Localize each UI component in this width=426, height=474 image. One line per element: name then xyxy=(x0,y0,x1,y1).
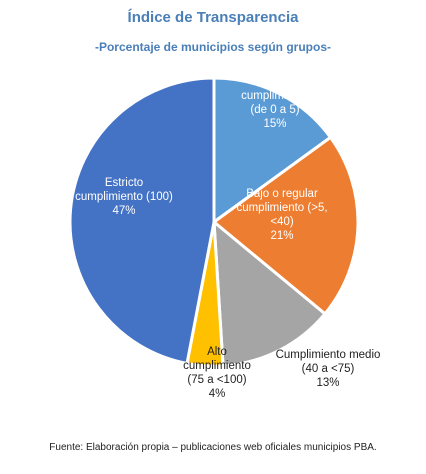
slice-label-0: Nulo cumplimiento (de 0 a 5) 15% xyxy=(241,76,309,130)
pie-slice-4 xyxy=(68,76,216,366)
chart-subtitle: -Porcentaje de municipios según grupos- xyxy=(94,40,332,54)
slice-label-3: Alto cumplimiento (75 a <100) 4% xyxy=(183,346,251,400)
pie-slice-0 xyxy=(212,76,333,225)
source-note: Fuente: Elaboración propia – publicacion… xyxy=(49,442,377,453)
slice-label-2: Cumplimiento medio (40 a <75) 13% xyxy=(276,349,381,389)
pie-slice-2 xyxy=(212,218,328,368)
slice-label-4: Estricto cumplimiento (100) 47% xyxy=(75,177,173,217)
chart-title: Índice de Transparencia xyxy=(127,9,299,26)
slice-label-1: Bajo o regular cumplimiento (>5, <40) 21% xyxy=(236,188,327,242)
pie-slice-1 xyxy=(211,135,360,316)
